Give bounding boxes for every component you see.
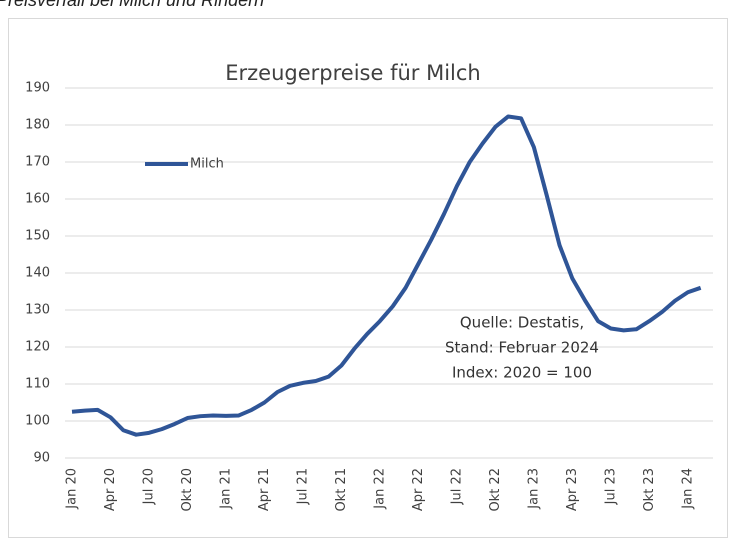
x-tick-label: Apr 21 — [257, 468, 272, 511]
x-tick-label: Jul 21 — [295, 468, 310, 505]
x-tick-label: Okt 22 — [488, 468, 503, 512]
x-tick-label: Okt 21 — [334, 468, 349, 512]
y-tick-label: 110 — [25, 377, 50, 392]
chart-title: Erzeugerpreise für Milch — [225, 61, 481, 85]
data-line — [71, 114, 702, 437]
x-tick-label: Okt 23 — [642, 468, 657, 512]
page-heading: Preisverfall bei Milch und Rindern — [0, 0, 264, 10]
y-tick-label: 170 — [25, 155, 50, 170]
legend-label: Milch — [190, 157, 224, 172]
x-tick-label: Jan 22 — [372, 468, 387, 510]
x-tick-label: Apr 23 — [565, 468, 580, 511]
x-tick-label: Jul 20 — [141, 468, 156, 505]
x-tick-label: Apr 22 — [411, 468, 426, 511]
x-tick-label: Jan 24 — [680, 468, 695, 510]
x-tick-label: Okt 20 — [180, 468, 195, 512]
annotation: Index: 2020 = 100 — [452, 364, 592, 382]
x-tick-label: Jan 20 — [65, 468, 80, 510]
y-tick-label: 180 — [25, 118, 50, 133]
y-tick-label: 150 — [25, 229, 50, 244]
y-tick-label: 190 — [25, 81, 50, 96]
x-tick-label: Jan 21 — [218, 468, 233, 510]
y-tick-label: 160 — [25, 192, 50, 207]
y-tick-label: 90 — [33, 451, 50, 466]
y-tick-label: 130 — [25, 303, 50, 318]
chart-border — [8, 18, 728, 538]
y-tick-label: 100 — [25, 414, 50, 429]
x-tick-label: Jan 23 — [526, 468, 541, 510]
y-tick-label: 120 — [25, 340, 50, 355]
annotation: Quelle: Destatis, — [460, 314, 584, 332]
x-tick-label: Jul 22 — [449, 468, 464, 505]
x-tick-label: Apr 20 — [103, 468, 118, 511]
x-tick-label: Jul 23 — [603, 468, 618, 505]
y-tick-label: 140 — [25, 266, 50, 281]
annotation: Stand: Februar 2024 — [445, 339, 599, 357]
